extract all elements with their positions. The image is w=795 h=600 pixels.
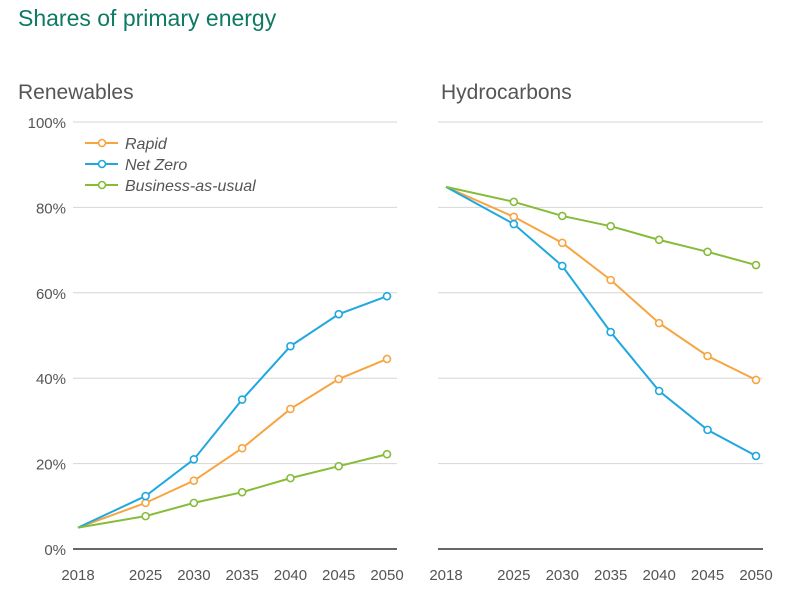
data-point — [654, 235, 664, 245]
data-point — [606, 221, 615, 231]
data-point — [703, 425, 712, 435]
data-point — [286, 341, 295, 351]
x-tick-label: 2025 — [129, 567, 162, 584]
data-point — [557, 261, 567, 271]
x-tick-label: 2025 — [497, 567, 530, 584]
data-point — [382, 291, 392, 301]
series-line-rapid — [77, 358, 388, 529]
legend-marker — [97, 138, 107, 148]
legend-marker — [97, 159, 107, 169]
y-tick-label: 40% — [36, 371, 66, 388]
data-point — [509, 197, 519, 207]
x-tick-label: 2035 — [594, 567, 627, 584]
data-point — [286, 404, 295, 414]
y-tick-label: 0% — [44, 542, 66, 559]
x-tick-label: 2050 — [370, 567, 403, 584]
legend-label: Net Zero — [125, 157, 187, 174]
chart-title: Shares of primary energy — [18, 5, 277, 31]
data-point — [286, 473, 295, 483]
data-point — [509, 212, 519, 222]
data-point — [606, 327, 615, 337]
data-point — [751, 260, 761, 270]
data-point — [189, 455, 199, 464]
data-point — [189, 498, 199, 508]
data-point — [751, 451, 761, 461]
x-tick-label: 2040 — [274, 567, 307, 584]
series-line-rapid — [445, 185, 757, 381]
y-tick-label: 60% — [36, 286, 66, 303]
legend-marker — [97, 180, 107, 190]
data-point — [654, 386, 664, 396]
panel-title: Hydrocarbons — [441, 81, 572, 104]
legend-label: Rapid — [125, 136, 168, 153]
x-tick-label: 2045 — [322, 567, 355, 584]
series-line-net-zero — [445, 186, 757, 457]
x-tick-label: 2035 — [225, 567, 258, 584]
data-point — [237, 443, 247, 453]
data-point — [237, 395, 247, 404]
panel-title: Renewables — [18, 81, 134, 104]
data-point — [237, 487, 247, 497]
x-tick-label: 2050 — [739, 567, 772, 584]
data-point — [141, 498, 150, 508]
y-tick-label: 100% — [28, 115, 66, 132]
x-tick-label: 2018 — [429, 567, 462, 584]
data-point — [141, 511, 150, 521]
data-point — [141, 491, 150, 501]
data-point — [751, 375, 761, 385]
data-point — [557, 211, 567, 221]
x-tick-label: 2030 — [546, 567, 579, 584]
data-point — [703, 247, 712, 257]
data-point — [509, 219, 519, 229]
data-point — [334, 461, 344, 471]
legend-label: Business-as-usual — [125, 178, 256, 195]
x-tick-label: 2045 — [691, 567, 724, 584]
data-point — [654, 318, 664, 328]
data-point — [703, 351, 712, 361]
data-point — [606, 275, 615, 285]
series-line-net-zero — [77, 295, 388, 529]
x-tick-label: 2018 — [61, 567, 94, 584]
data-point — [334, 309, 344, 319]
y-tick-label: 20% — [36, 457, 66, 474]
data-point — [557, 238, 567, 248]
data-point — [189, 476, 199, 485]
data-point — [334, 374, 344, 384]
y-tick-label: 80% — [36, 200, 66, 217]
data-point — [382, 354, 392, 364]
x-tick-label: 2040 — [642, 567, 675, 584]
data-point — [382, 449, 392, 459]
x-tick-label: 2030 — [177, 567, 210, 584]
